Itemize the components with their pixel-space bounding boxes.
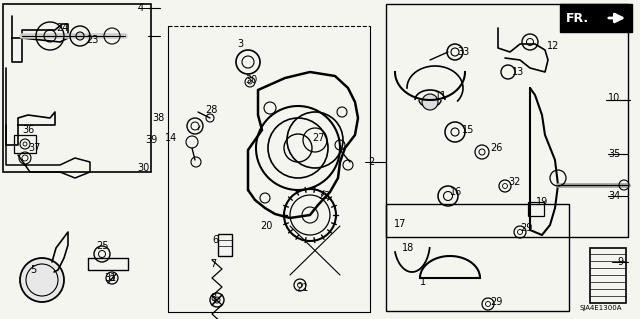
Text: 2: 2	[368, 157, 374, 167]
Text: 8: 8	[210, 293, 216, 303]
Text: 30: 30	[137, 163, 149, 173]
Text: 1: 1	[420, 277, 426, 287]
Bar	[14, 135, 36, 153]
Circle shape	[422, 94, 438, 110]
Text: 27: 27	[312, 133, 324, 143]
Text: 3: 3	[237, 39, 243, 49]
Text: 28: 28	[205, 105, 218, 115]
Text: 37: 37	[28, 143, 40, 153]
Text: 39: 39	[145, 135, 157, 145]
Text: 26: 26	[490, 143, 502, 153]
Text: 10: 10	[608, 93, 620, 103]
Circle shape	[20, 258, 64, 302]
Text: 15: 15	[462, 125, 474, 135]
Text: 9: 9	[617, 257, 623, 267]
Text: 30: 30	[245, 75, 257, 85]
Text: 5: 5	[30, 265, 36, 275]
Text: 23: 23	[86, 35, 99, 45]
Bar	[218, 234, 232, 256]
Text: 33: 33	[457, 47, 469, 57]
Text: 29: 29	[520, 223, 532, 233]
Text: FR.: FR.	[566, 11, 589, 25]
Text: 38: 38	[152, 113, 164, 123]
Text: 12: 12	[547, 41, 559, 51]
Text: 25: 25	[96, 241, 109, 251]
Text: 6: 6	[212, 235, 218, 245]
Text: 20: 20	[260, 221, 273, 231]
Text: 32: 32	[508, 177, 520, 187]
Text: SJA4E1300A: SJA4E1300A	[579, 305, 622, 311]
Text: 16: 16	[450, 187, 462, 197]
Text: 24: 24	[56, 23, 68, 33]
Text: 17: 17	[394, 219, 406, 229]
Text: 29: 29	[490, 297, 502, 307]
Bar	[3, 4, 151, 172]
Text: 35: 35	[608, 149, 620, 159]
Text: 7: 7	[210, 259, 216, 269]
Text: 14: 14	[165, 133, 177, 143]
Text: 21: 21	[296, 283, 308, 293]
Bar	[528, 202, 544, 216]
Bar	[386, 4, 628, 237]
Text: 13: 13	[512, 67, 524, 77]
Bar	[386, 204, 569, 311]
Text: 34: 34	[608, 191, 620, 201]
Text: 4: 4	[138, 3, 144, 13]
Bar	[590, 248, 626, 303]
Text: 19: 19	[536, 197, 548, 207]
Text: 18: 18	[402, 243, 414, 253]
Text: 22: 22	[318, 191, 330, 201]
Text: 36: 36	[22, 125, 35, 135]
Text: 31: 31	[104, 273, 116, 283]
Text: 11: 11	[435, 91, 447, 101]
FancyBboxPatch shape	[560, 4, 632, 32]
